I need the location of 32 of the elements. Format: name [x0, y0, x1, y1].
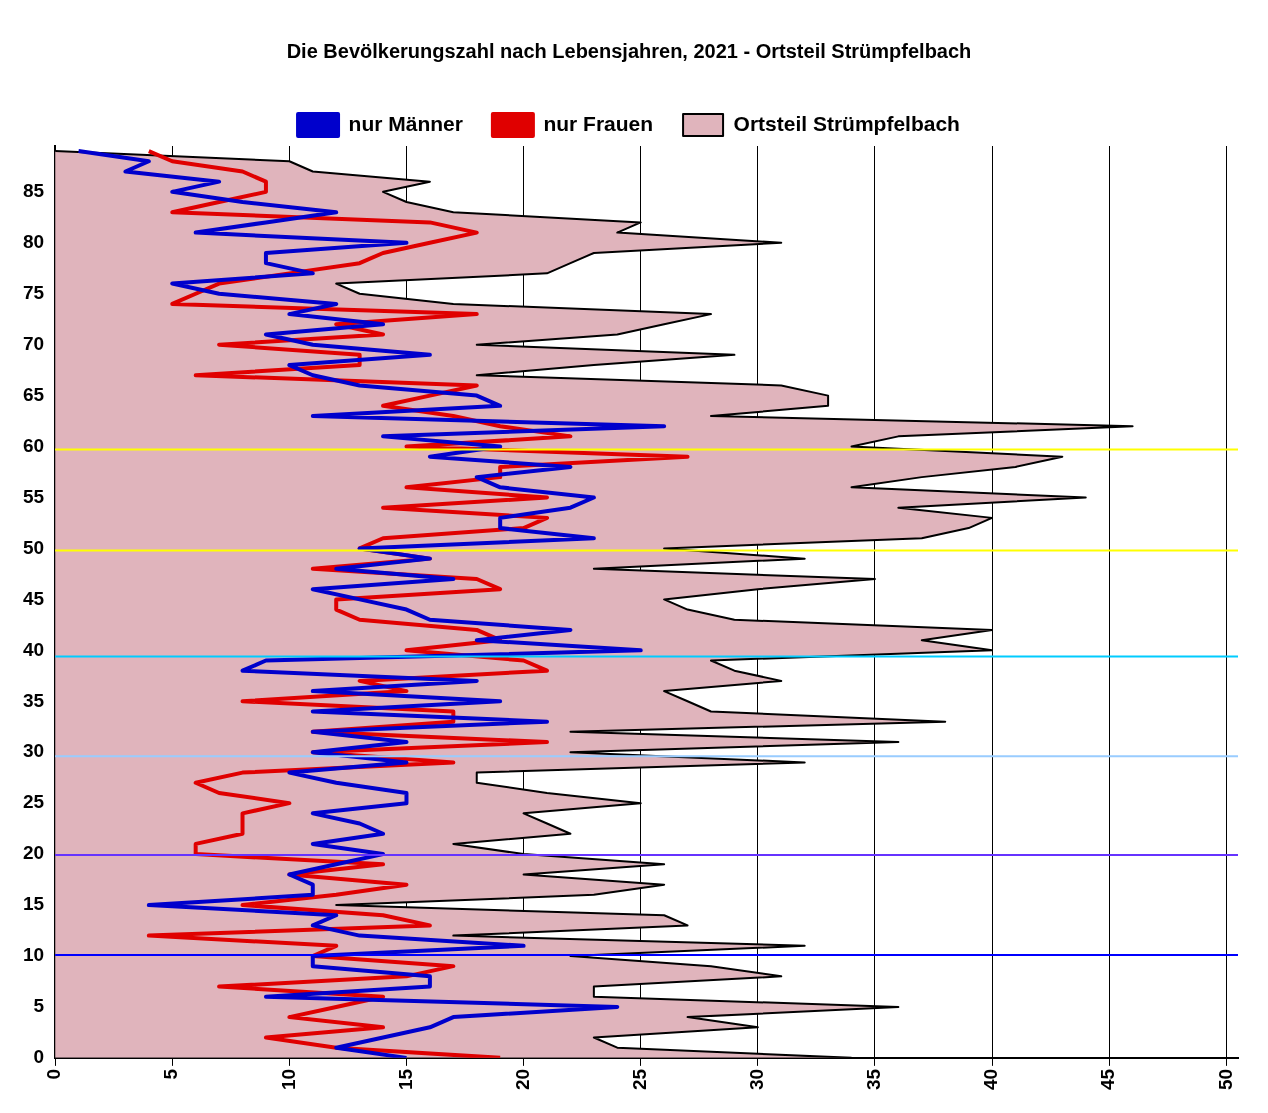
x-tick-label: 0	[43, 1068, 65, 1080]
x-tick-label: 15	[394, 1068, 416, 1091]
y-tick-label: 15	[22, 893, 45, 915]
y-tick-label: 80	[22, 231, 45, 253]
x-tick-label: 30	[746, 1068, 768, 1091]
y-tick-label: 10	[22, 944, 45, 966]
y-tick-label: 20	[22, 842, 45, 864]
chart-title: Die Bevölkerungszahl nach Lebensjahren, 2021 - Ortsteil Strümpfelbach	[286, 39, 972, 62]
y-tick-label: 55	[22, 485, 45, 507]
y-tick-label: 30	[22, 740, 45, 762]
y-tick-label: 25	[22, 791, 45, 813]
x-tick-label: 45	[1097, 1068, 1119, 1091]
x-tick-label: 50	[1214, 1068, 1236, 1091]
y-tick-label: 50	[22, 536, 45, 558]
y-tick-label: 40	[22, 638, 45, 660]
legend-label: nur Männer	[348, 111, 463, 135]
y-tick-label: 5	[33, 995, 45, 1017]
y-tick-label: 75	[22, 281, 45, 303]
x-tick-label: 5	[160, 1068, 182, 1080]
y-tick-label: 60	[22, 434, 45, 456]
y-tick-label: 45	[22, 587, 45, 609]
x-tick-label: 40	[980, 1068, 1002, 1091]
legend-label: Ortsteil Strümpfelbach	[733, 111, 960, 135]
y-tick-label: 35	[22, 689, 45, 711]
x-tick-label: 25	[628, 1068, 650, 1091]
y-tick-label: 85	[22, 180, 45, 202]
x-tick-label: 20	[511, 1068, 533, 1091]
x-tick-label: 35	[863, 1068, 885, 1091]
legend-label: nur Frauen	[543, 111, 654, 135]
y-tick-label: 70	[22, 332, 45, 354]
y-tick-label: 65	[22, 383, 45, 405]
x-tick-label: 10	[277, 1068, 299, 1091]
